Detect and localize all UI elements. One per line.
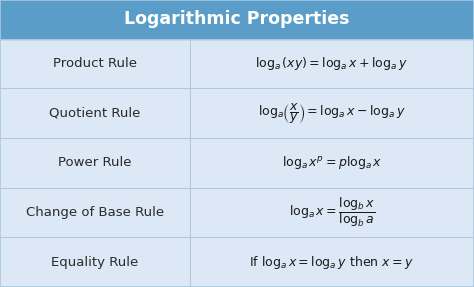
Text: $\log_{a}x = \dfrac{\log_{b}x}{\log_{b}a}$: $\log_{a}x = \dfrac{\log_{b}x}{\log_{b}a…	[289, 195, 375, 230]
Bar	[0, 0, 474, 39]
Text: Quotient Rule: Quotient Rule	[49, 107, 140, 120]
Text: Product Rule: Product Rule	[53, 57, 137, 70]
Bar	[0, 138, 474, 188]
Text: Change of Base Rule: Change of Base Rule	[26, 206, 164, 219]
Text: $\mathrm{If}\ \log_{a}x = \log_{a}y\ \mathrm{then}\ x = y$: $\mathrm{If}\ \log_{a}x = \log_{a}y\ \ma…	[249, 254, 414, 271]
Text: $\log_{a}\!\left(\dfrac{x}{y}\right) = \log_{a}x-\log_{a}y$: $\log_{a}\!\left(\dfrac{x}{y}\right) = \…	[258, 101, 406, 126]
Text: $\log_{a}x^{p} = p\log_{a}x$: $\log_{a}x^{p} = p\log_{a}x$	[282, 154, 382, 171]
Text: Power Rule: Power Rule	[58, 156, 132, 169]
Bar	[0, 188, 474, 237]
Text: Equality Rule: Equality Rule	[51, 256, 138, 269]
Bar	[0, 237, 474, 287]
Text: $\log_{a}(xy) = \log_{a}x+\log_{a}y$: $\log_{a}(xy) = \log_{a}x+\log_{a}y$	[255, 55, 408, 72]
Text: Logarithmic Properties: Logarithmic Properties	[124, 10, 350, 28]
Bar	[0, 39, 474, 88]
Bar	[0, 88, 474, 138]
